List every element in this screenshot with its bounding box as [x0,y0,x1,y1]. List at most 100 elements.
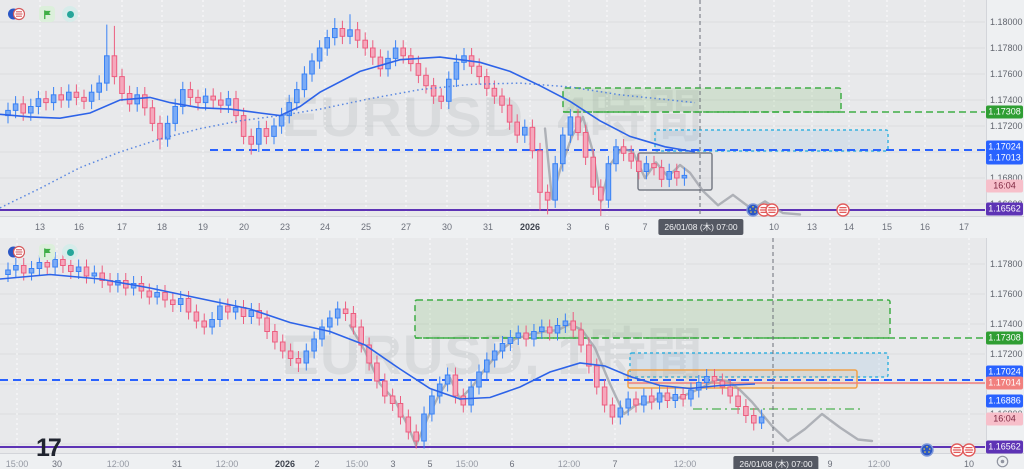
candle [711,376,718,382]
candle [397,403,404,418]
price-tick: 1.17800 [990,259,1023,269]
supply-zone-green[interactable] [414,299,891,339]
candle [58,94,65,101]
candle [193,311,200,322]
time-tick: 16 [73,222,85,232]
time-axis[interactable]: 13 16 17 18 19 20 23 24 25 27 30 31 2026 3 6 7 10 13 14 15 1… [0,216,1024,238]
candle [546,326,553,334]
time-tick: 7 [642,222,648,232]
candle [370,47,376,58]
candle [256,128,262,145]
price-tick: 1.17600 [990,69,1023,79]
candle [641,395,647,406]
chart-legend [8,244,78,260]
candle [680,394,686,400]
candle [20,103,26,114]
status-dot-icon[interactable] [62,6,78,22]
candle [507,337,514,344]
candle [60,259,66,266]
time-tick: 16 [919,222,931,232]
candle [20,265,27,274]
candle [601,386,608,406]
supply-zone-green[interactable] [562,87,842,113]
candle [111,55,118,78]
us-flag-event-icon[interactable] [962,443,976,457]
candle [727,386,734,397]
eu-flag-event-icon[interactable] [920,443,934,457]
candle [286,102,292,117]
chart-area[interactable] [0,0,1024,237]
chart-area[interactable] [0,238,1024,469]
time-tick: 13 [806,222,818,232]
time-tick: 5 [427,459,433,469]
candle [491,350,498,361]
candle [674,171,680,179]
candle [484,76,490,89]
candle [570,320,577,331]
candle [202,95,209,104]
time-tick: 12:00 [106,459,130,469]
candle [544,191,551,201]
candle [350,313,357,328]
candle [586,344,592,367]
candle [81,96,87,102]
flag-icon[interactable] [39,6,55,22]
axis-settings-icon[interactable] [996,455,1009,468]
candle [272,331,278,343]
candle [656,392,663,403]
candle [52,259,58,268]
time-tick: 12:00 [673,459,697,469]
status-dot-icon[interactable] [62,244,78,260]
candle [491,87,498,97]
candle [36,262,43,269]
candle [294,89,300,104]
time-tick: 20 [238,222,250,232]
candle [560,134,566,165]
candle [688,389,694,400]
time-tick: 2026 [274,459,296,469]
candle [104,55,110,84]
time-axis[interactable]: 15:00 30 12:00 31 12:00 2026 2 15:00 3 5 15:00 6 12:… [0,453,1024,469]
us-flag-event-icon[interactable] [765,203,779,217]
candle [319,326,325,340]
candle [91,272,98,277]
candle [278,115,285,127]
candle [225,305,231,313]
bar-countdown-chip: 16:04 [986,179,1023,193]
candle [735,395,741,407]
resistance-zone-cyan[interactable] [654,129,889,152]
candle [523,332,529,340]
candle [88,91,95,102]
candle [187,89,194,98]
candle [248,135,254,145]
tradingview-logo[interactable]: 17 [36,434,62,462]
price-label-chip: 1.16562 [986,202,1023,216]
price-label-chip: 1.16562 [986,440,1023,454]
price-label-chip: 1.17014 [986,376,1023,390]
candle [598,186,604,201]
chart-panel-4h[interactable]: EURUSD, 4時間 1.18000 1.17800 1.17600 1.17400… [0,0,1024,238]
flag-icon[interactable] [39,244,55,260]
time-tick: 15:00 [455,459,479,469]
candle [743,406,749,416]
candle [316,47,323,62]
candle [301,73,308,91]
candle [362,39,368,49]
candle [324,37,330,49]
price-label-chip: 1.17308 [986,105,1023,119]
us-flag-event-icon[interactable] [836,203,850,217]
candle [248,310,255,317]
candle [452,374,459,397]
price-tick: 1.16800 [990,173,1023,183]
candle [658,167,665,180]
candle [217,305,223,320]
time-tick: 27 [400,222,412,232]
candle [172,106,178,124]
candle [453,61,460,80]
candle [590,156,597,188]
chart-panel-1h[interactable]: EURUSD, 1時間 1.17800 1.17600 1.17400 1.17200… [0,237,1024,469]
candle [99,272,106,281]
candle [643,163,650,172]
resistance-zone-cyan[interactable] [629,352,889,378]
candle [119,76,125,94]
